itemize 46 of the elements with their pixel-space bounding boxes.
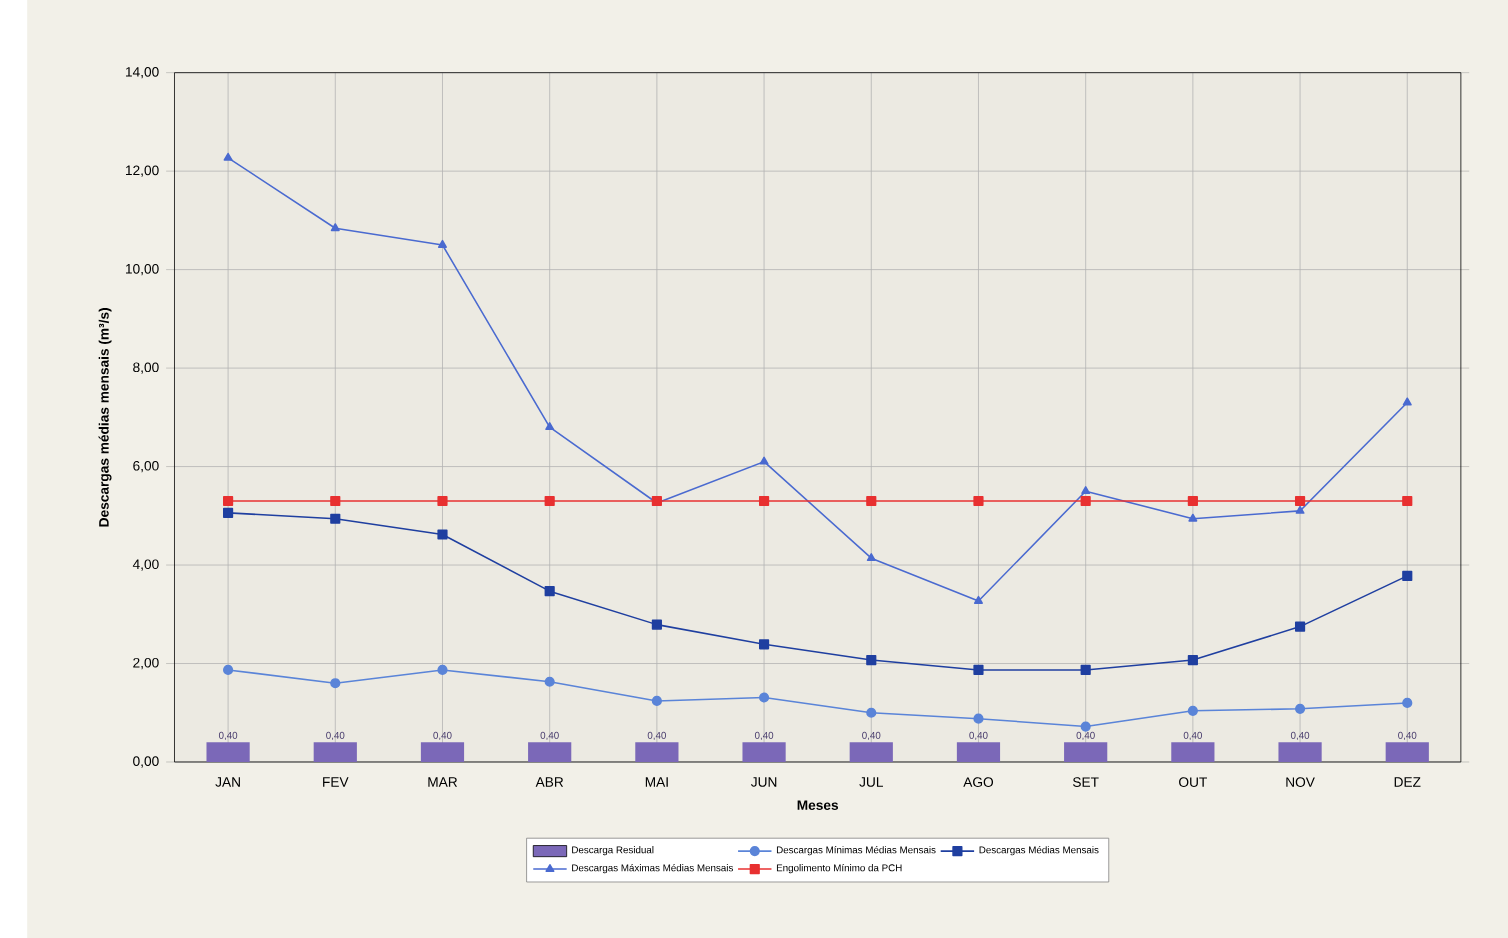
point [1402,570,1413,581]
point [544,676,555,687]
point [866,654,877,665]
point [758,692,770,703]
point [437,239,447,248]
point [1295,505,1305,514]
point [330,495,341,506]
point [223,664,234,675]
point [1402,397,1412,406]
point [1187,705,1198,716]
point [758,638,770,650]
point [866,552,876,561]
point [1080,495,1091,506]
point [651,619,662,630]
point [1080,721,1091,732]
point [330,222,340,231]
point [866,707,877,718]
point [973,595,983,604]
point [223,152,233,161]
point [544,585,555,596]
point [1294,621,1306,632]
point [223,495,234,506]
point [973,495,984,506]
point [1081,485,1091,494]
point [1080,664,1091,675]
point [1187,654,1198,665]
point [437,495,448,506]
point [1187,495,1198,506]
point [758,495,770,506]
point [1188,513,1198,522]
point [1402,495,1413,506]
point [1294,703,1306,714]
point [973,664,984,675]
point [866,495,877,506]
point [437,664,448,675]
point [1294,495,1306,506]
point [330,677,341,688]
point [759,456,769,465]
point [1402,697,1413,708]
point [223,507,234,518]
point [651,695,662,706]
point [973,713,984,724]
point [544,495,555,506]
point [437,529,448,540]
point [330,513,341,524]
point [545,421,555,430]
